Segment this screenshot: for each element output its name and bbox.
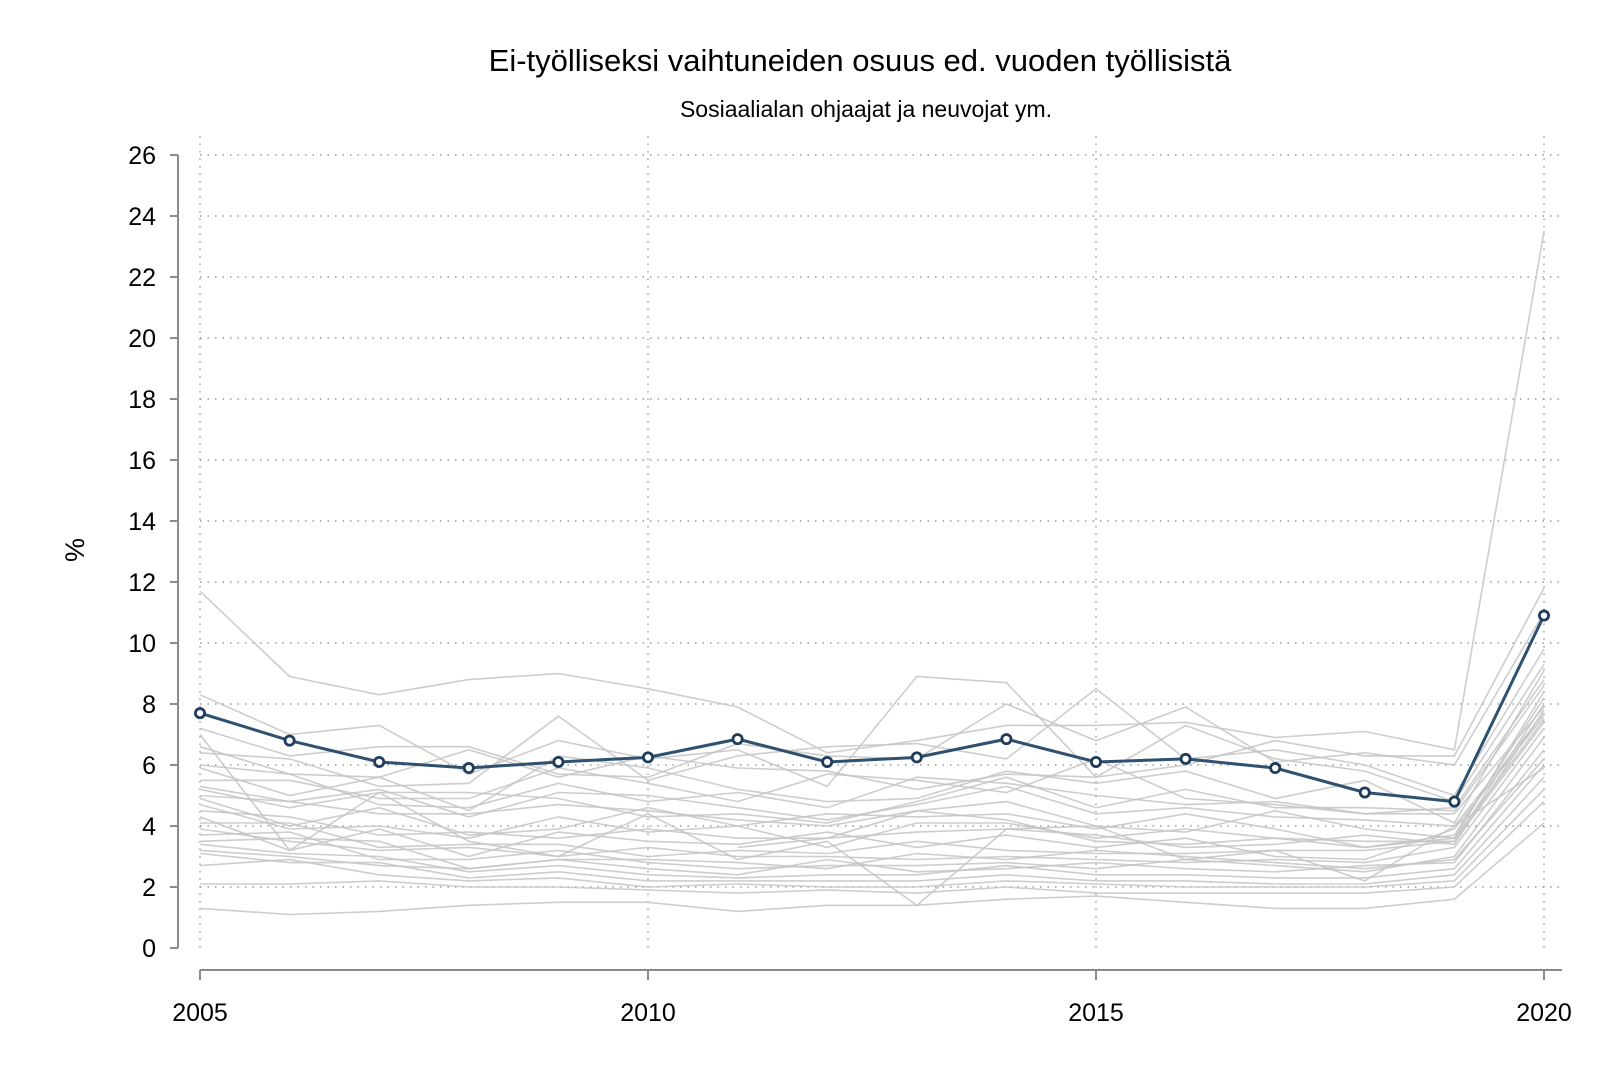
comparison-series-line: [199, 788, 1545, 888]
comparison-series-line: [199, 715, 1545, 861]
data-point: [1000, 733, 1013, 746]
comparison-series-line: [199, 712, 1545, 827]
comparison-series-line: [199, 231, 1545, 754]
comparison-series-line: [199, 758, 1545, 870]
y-tick-label: 2: [142, 874, 156, 902]
comparison-series-line: [200, 801, 1545, 894]
highlighted-series: [193, 609, 1551, 808]
comparison-series: [199, 231, 1545, 916]
y-axis-title: %: [60, 538, 90, 562]
data-point: [1448, 795, 1461, 808]
data-point: [552, 755, 565, 768]
y-tick-label: 14: [128, 508, 156, 536]
comparison-series-line: [199, 670, 1545, 825]
y-tick-label: 24: [128, 203, 156, 231]
x-tick-label: 2020: [1516, 999, 1572, 1027]
y-tick-label: 4: [142, 813, 156, 841]
x-tick-label: 2015: [1068, 999, 1124, 1027]
data-point: [283, 734, 296, 747]
y-tick-label: 10: [128, 630, 156, 658]
comparison-series-line: [199, 587, 1545, 788]
y-tick-label: 20: [128, 325, 156, 353]
data-point: [1090, 755, 1103, 768]
x-tick-label: 2010: [620, 999, 676, 1027]
x-tick-label: 2005: [172, 999, 228, 1027]
comparison-series-line: [200, 679, 1545, 815]
data-point: [1179, 752, 1192, 765]
data-point: [1538, 609, 1551, 622]
comparison-series-line: [200, 721, 1545, 858]
comparison-series-line: [199, 697, 1545, 849]
y-tick-label: 6: [142, 752, 156, 780]
comparison-series-line: [199, 648, 1545, 797]
chart-subtitle: Sosiaalialan ohjaajat ja neuvojat ym.: [680, 96, 1052, 122]
data-point: [193, 707, 206, 720]
comparison-series-line: [199, 703, 1545, 849]
data-point: [373, 755, 386, 768]
highlighted-series-line: [199, 614, 1546, 804]
comparison-series-line: [737, 718, 1545, 849]
data-point: [910, 751, 923, 764]
data-point: [642, 751, 655, 764]
comparison-series-line: [199, 706, 1545, 815]
y-tick-label: 26: [128, 142, 156, 170]
comparison-series-line: [199, 727, 1545, 864]
chart-title: Ei-työlliseksi vaihtuneiden osuus ed. vu…: [489, 43, 1232, 78]
y-tick-label: 16: [128, 447, 156, 475]
y-tick-label: 0: [142, 935, 156, 963]
data-point: [731, 733, 744, 746]
y-tick-label: 8: [142, 691, 156, 719]
y-tick-label: 12: [128, 569, 156, 597]
data-point: [462, 762, 475, 775]
comparison-series-line: [199, 749, 1545, 876]
comparison-series-line: [199, 776, 1545, 885]
comparison-series-line: [199, 764, 1545, 879]
y-tick-label: 22: [128, 264, 156, 292]
comparison-series-line: [199, 709, 1545, 849]
data-point: [821, 755, 834, 768]
comparison-series-line: [199, 822, 1545, 916]
comparison-series-line: [199, 691, 1545, 840]
gridlines: [199, 136, 1562, 948]
y-tick-label: 18: [128, 386, 156, 414]
data-point: [1269, 762, 1282, 775]
data-point: [1358, 786, 1371, 799]
